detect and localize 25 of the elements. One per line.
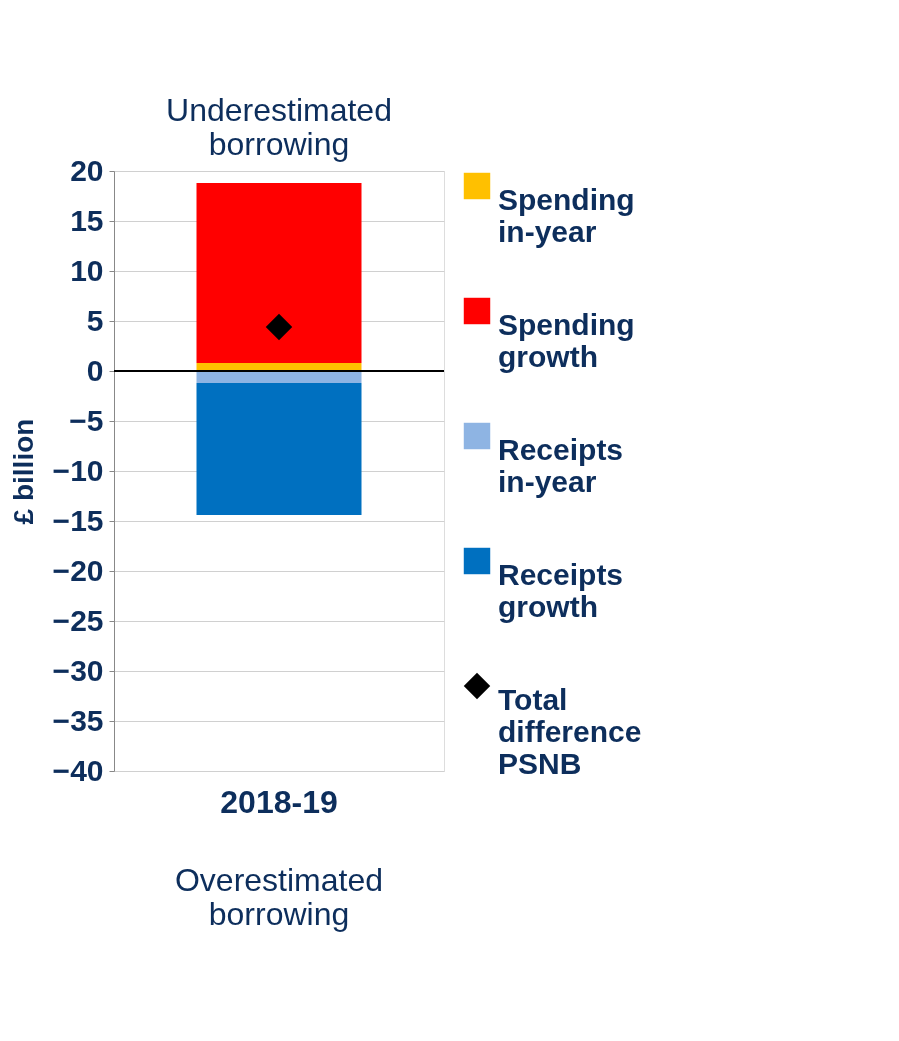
- x-tick-label: 2018-19: [220, 783, 338, 820]
- legend-label: Spending in-year: [498, 183, 635, 248]
- y-tick-label: −20: [52, 553, 104, 587]
- legend-label: Total difference PSNB: [498, 683, 642, 780]
- y-tick-label: −25: [52, 603, 104, 637]
- text: Overestimated borrowing: [174, 862, 384, 932]
- text: Underestimated borrowing: [166, 92, 392, 162]
- y-tick-label: −10: [52, 453, 104, 487]
- legend-label: Receipts in-year: [498, 433, 624, 498]
- legend-label: Receipts growth: [498, 558, 624, 623]
- y-tick-label: −40: [52, 753, 104, 787]
- y-tick-label: 5: [86, 303, 104, 337]
- y-tick-label: −30: [52, 653, 104, 687]
- y-tick-label: 0: [86, 353, 104, 387]
- y-tick-label: 10: [70, 253, 104, 287]
- bar: [196, 183, 362, 363]
- y-tick-label: 20: [70, 153, 104, 187]
- bar: [196, 371, 362, 383]
- legend-label: Spending growth: [498, 308, 635, 373]
- y-axis-title: £ billion: [7, 418, 39, 525]
- y-tick-label: −15: [52, 503, 104, 537]
- bar: [196, 383, 362, 515]
- y-tick-label: 15: [70, 203, 104, 237]
- y-tick-label: −35: [52, 703, 104, 737]
- y-tick-label: −5: [69, 403, 104, 437]
